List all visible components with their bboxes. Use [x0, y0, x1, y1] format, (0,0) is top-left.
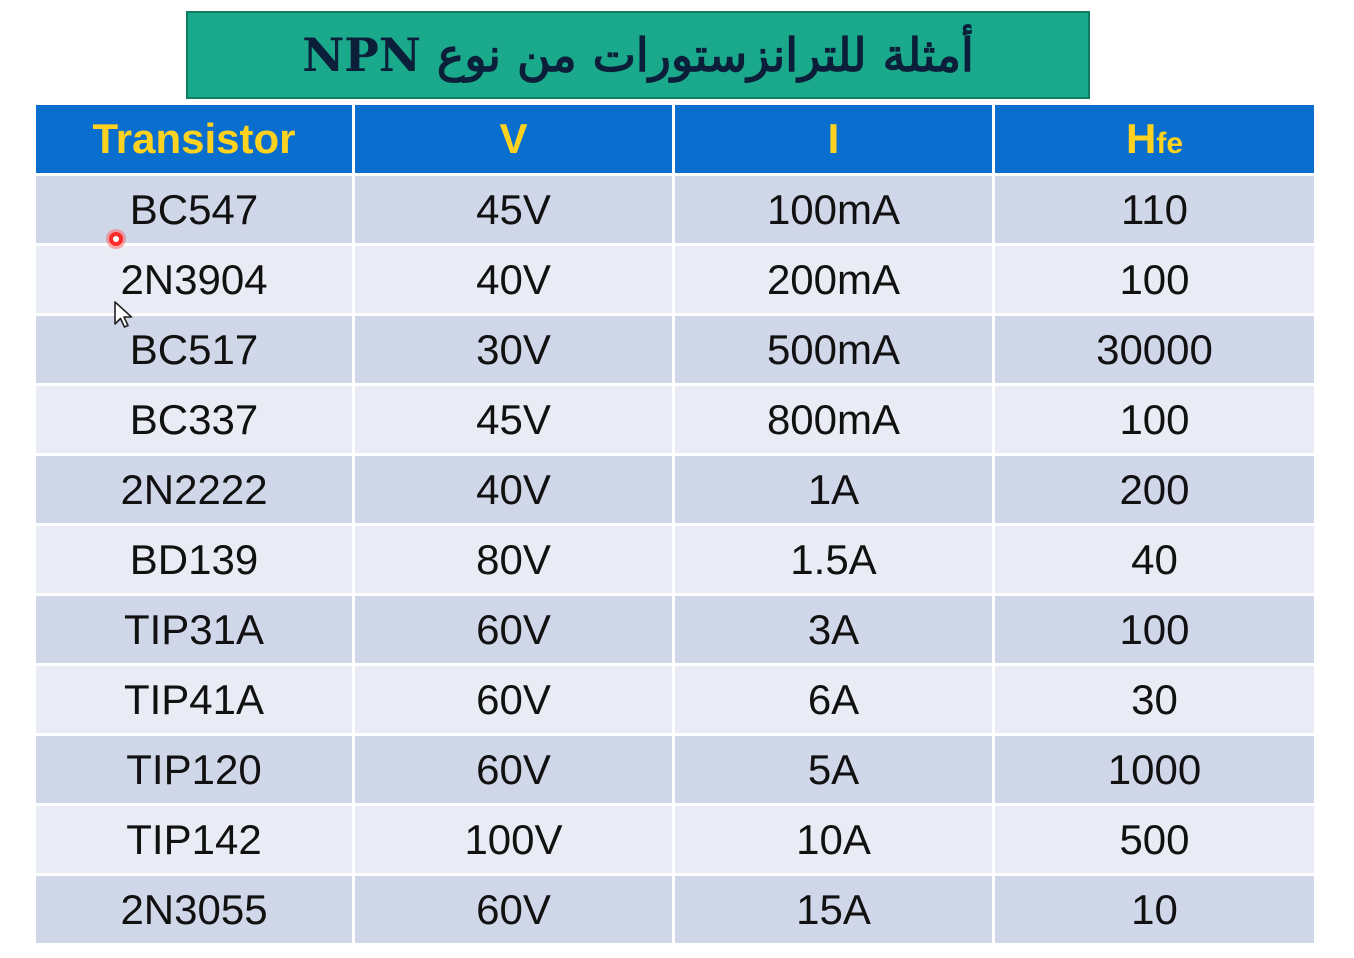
cell-transistor: TIP142 — [36, 803, 355, 873]
cell-voltage: 60V — [355, 663, 675, 733]
npn-transistor-table: Transistor V I Hfe BC547 45V 100mA 110 2… — [36, 105, 1314, 943]
header-hfe-sub: fe — [1156, 127, 1184, 160]
header-current: I — [675, 105, 995, 173]
cell-current: 5A — [675, 733, 995, 803]
cell-hfe: 1000 — [995, 733, 1314, 803]
table-row: TIP41A 60V 6A 30 — [36, 663, 1314, 733]
cell-current: 200mA — [675, 243, 995, 313]
cell-hfe: 100 — [995, 593, 1314, 663]
cell-hfe: 100 — [995, 383, 1314, 453]
cell-current: 800mA — [675, 383, 995, 453]
cell-current: 500mA — [675, 313, 995, 383]
table-row: 2N3055 60V 15A 10 — [36, 873, 1314, 943]
cell-current: 1.5A — [675, 523, 995, 593]
table-row: BD139 80V 1.5A 40 — [36, 523, 1314, 593]
cell-transistor: 2N2222 — [36, 453, 355, 523]
cell-transistor: BC517 — [36, 313, 355, 383]
laser-pointer-dot-icon — [109, 232, 123, 246]
cell-transistor: TIP120 — [36, 733, 355, 803]
title-banner: أمثلة للترانزستورات من نوع NPN — [186, 11, 1090, 99]
cell-voltage: 80V — [355, 523, 675, 593]
cell-voltage: 40V — [355, 243, 675, 313]
cell-transistor: BC337 — [36, 383, 355, 453]
cell-transistor: BC547 — [36, 173, 355, 243]
table-row: TIP31A 60V 3A 100 — [36, 593, 1314, 663]
cell-transistor: BD139 — [36, 523, 355, 593]
cell-voltage: 60V — [355, 593, 675, 663]
table-row: TIP142 100V 10A 500 — [36, 803, 1314, 873]
cell-voltage: 100V — [355, 803, 675, 873]
header-hfe-main: H — [1125, 115, 1157, 162]
cell-voltage: 40V — [355, 453, 675, 523]
cell-hfe: 500 — [995, 803, 1314, 873]
cell-current: 6A — [675, 663, 995, 733]
table-header-row: Transistor V I Hfe — [36, 105, 1314, 173]
cell-transistor: 2N3055 — [36, 873, 355, 943]
mouse-cursor-arrow-icon — [114, 301, 133, 328]
cell-hfe: 200 — [995, 453, 1314, 523]
cell-hfe: 110 — [995, 173, 1314, 243]
cell-voltage: 30V — [355, 313, 675, 383]
cell-hfe: 30000 — [995, 313, 1314, 383]
cell-voltage: 60V — [355, 873, 675, 943]
cell-hfe: 40 — [995, 523, 1314, 593]
cell-hfe: 100 — [995, 243, 1314, 313]
cell-current: 100mA — [675, 173, 995, 243]
cell-voltage: 60V — [355, 733, 675, 803]
header-voltage: V — [355, 105, 675, 173]
cell-current: 3A — [675, 593, 995, 663]
cell-transistor: TIP31A — [36, 593, 355, 663]
table-row: 2N3904 40V 200mA 100 — [36, 243, 1314, 313]
table-row: BC517 30V 500mA 30000 — [36, 313, 1314, 383]
cell-hfe: 10 — [995, 873, 1314, 943]
cell-voltage: 45V — [355, 173, 675, 243]
slide-title: أمثلة للترانزستورات من نوع NPN — [302, 28, 974, 82]
cell-current: 10A — [675, 803, 995, 873]
table-row: BC337 45V 800mA 100 — [36, 383, 1314, 453]
cell-transistor: 2N3904 — [36, 243, 355, 313]
cell-current: 15A — [675, 873, 995, 943]
cell-current: 1A — [675, 453, 995, 523]
cell-hfe: 30 — [995, 663, 1314, 733]
header-hfe: Hfe — [995, 105, 1314, 173]
table-row: TIP120 60V 5A 1000 — [36, 733, 1314, 803]
table-row: 2N2222 40V 1A 200 — [36, 453, 1314, 523]
cell-transistor: TIP41A — [36, 663, 355, 733]
table-row: BC547 45V 100mA 110 — [36, 173, 1314, 243]
cell-voltage: 45V — [355, 383, 675, 453]
header-transistor: Transistor — [36, 105, 355, 173]
